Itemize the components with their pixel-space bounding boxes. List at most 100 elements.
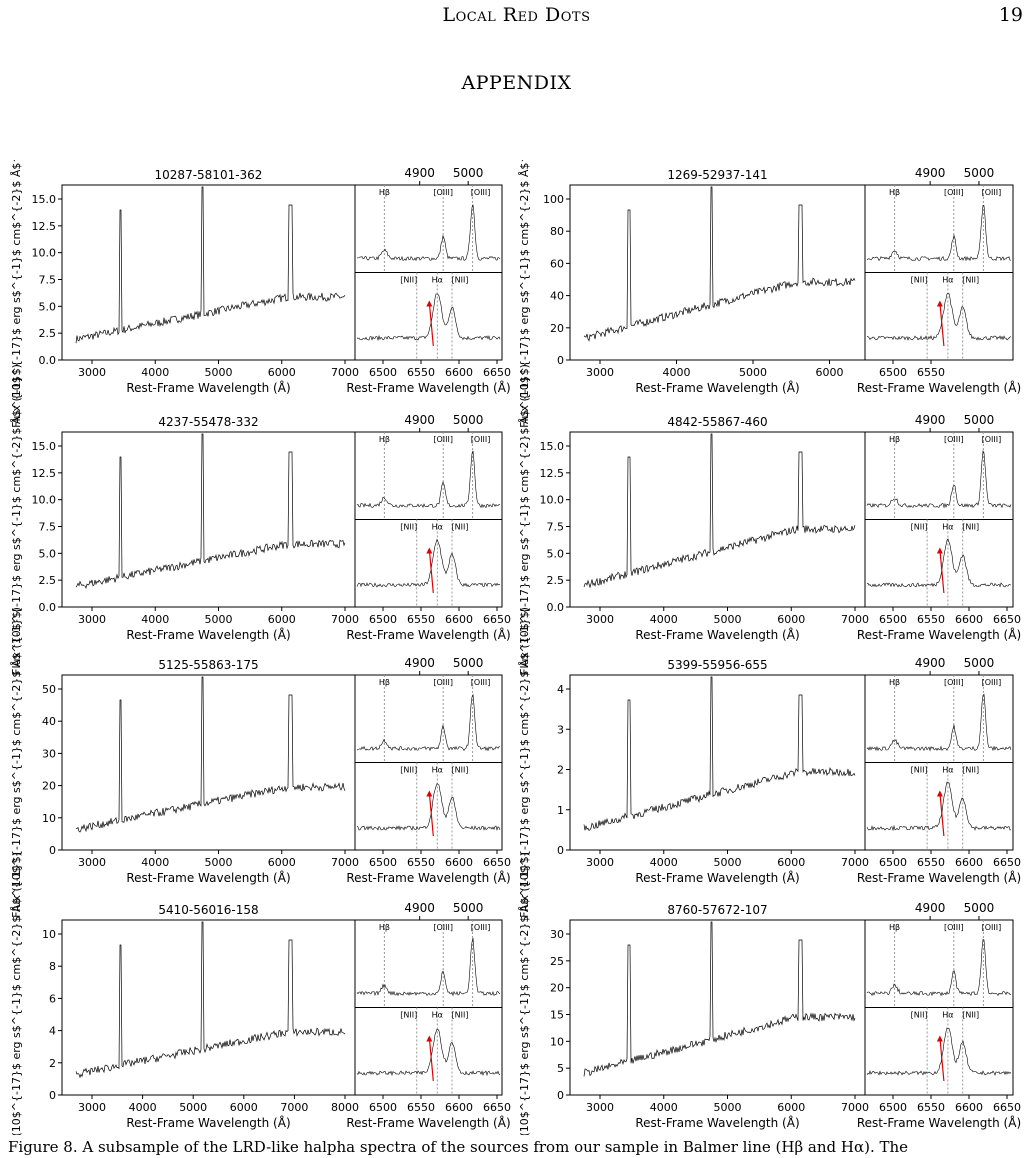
section-title: APPENDIX [461, 72, 572, 94]
y-tick-label: 2.5 [39, 574, 57, 587]
halpha-inset-frame [354, 519, 503, 608]
nii-label: [NII] [400, 766, 417, 775]
halpha-label: Hα [432, 523, 443, 532]
x-axis-label: Rest-Frame Wavelength (Å) [126, 1115, 290, 1130]
x-tick-label: 3000 [586, 613, 614, 626]
x-tick-label: 3000 [78, 856, 106, 869]
halpha-inset-frame [864, 272, 1014, 361]
halpha-label: Hα [432, 1011, 443, 1020]
y-tick-label: 20 [550, 982, 564, 995]
y-tick-label: 7.5 [547, 521, 565, 534]
red-arrow-head [426, 790, 433, 797]
y-axis-label: Flux (10$^{-17}$ erg s$^{-1}$ cm$^{-2}$ … [518, 607, 531, 918]
x-tick-label: 7000 [331, 366, 359, 379]
main-plot-frame [569, 184, 866, 361]
y-tick-label: 20 [550, 322, 564, 335]
y-tick-label: 2 [557, 764, 564, 777]
red-arrow-head [426, 1035, 433, 1042]
spectrum-panel: 5125-55863-175 0 10 20 30 40 50 3000 4000 5000 600… [10, 607, 511, 918]
inset-x-tick-label: 6550 [917, 1101, 945, 1114]
x-tick-label: 5000 [205, 366, 233, 379]
halpha-inset-trace [866, 1027, 1012, 1076]
main-plot-frame [61, 431, 356, 608]
y-tick-label: 0.0 [39, 354, 57, 367]
x-tick-label: 4000 [663, 366, 691, 379]
spectrum-panel: 1269-52937-141 0 20 40 60 80 100 3000 4000 5000 60… [518, 160, 1021, 428]
hbeta-inset-trace [866, 939, 1012, 997]
halpha-label: Hα [942, 523, 953, 532]
nii-label: [NII] [400, 523, 417, 532]
inset-x-tick-label: 6500 [879, 613, 907, 626]
y-tick-label: 2 [49, 1057, 56, 1070]
x-axis-label: Rest-Frame Wavelength (Å) [635, 870, 799, 885]
oiii-label: [OIII] [433, 435, 453, 444]
inset-top-tick-label: 5000 [964, 413, 995, 427]
y-tick-label: 2.5 [39, 327, 57, 340]
x-tick-label: 4000 [650, 613, 678, 626]
inset-x-tick-label: 6600 [445, 613, 473, 626]
inset-x-axis-label: Rest-Frame Wavelength (Å) [346, 1115, 510, 1130]
inset-x-tick-label: 6500 [369, 1101, 397, 1114]
inset-top-tick-label: 4900 [915, 166, 946, 180]
nii-label: [NII] [962, 766, 979, 775]
x-tick-label: 3000 [586, 366, 614, 379]
halpha-inset-frame [864, 519, 1014, 608]
oiii-label: [OIII] [433, 923, 453, 932]
inset-x-tick-label: 6550 [917, 366, 945, 379]
halpha-inset-frame [354, 1007, 503, 1096]
x-tick-label: 6000 [777, 1101, 805, 1114]
inset-x-axis-label: Rest-Frame Wavelength (Å) [346, 870, 510, 885]
x-tick-label: 4000 [650, 856, 678, 869]
x-tick-label: 5000 [714, 856, 742, 869]
y-tick-label: 4 [49, 1025, 56, 1038]
inset-x-axis-label: Rest-Frame Wavelength (Å) [857, 627, 1021, 642]
inset-x-axis-label: Rest-Frame Wavelength (Å) [857, 380, 1021, 395]
y-tick-label: 100 [543, 193, 564, 206]
inset-x-tick-label: 6650 [483, 366, 511, 379]
x-tick-label: 4000 [141, 613, 169, 626]
red-arrow-head [426, 300, 433, 307]
hbeta-inset-frame [354, 184, 503, 273]
red-arrow-head [936, 300, 943, 307]
y-tick-label: 6 [49, 992, 56, 1005]
nii-label: [NII] [911, 1011, 928, 1020]
y-tick-label: 5.0 [39, 547, 57, 560]
hbeta-label: Hβ [889, 435, 900, 444]
inset-x-tick-label: 6500 [879, 1101, 907, 1114]
hbeta-inset-trace [866, 450, 1012, 509]
x-tick-label: 5000 [179, 1101, 207, 1114]
y-tick-label: 4 [557, 683, 564, 696]
oiii-label: [OIII] [471, 678, 491, 687]
inset-x-tick-label: 6500 [369, 856, 397, 869]
x-tick-label: 6000 [268, 613, 296, 626]
hbeta-inset-frame [864, 919, 1014, 1008]
page-number: 19 [998, 4, 1023, 26]
inset-x-tick-label: 6500 [369, 366, 397, 379]
inset-top-tick-label: 5000 [964, 901, 995, 915]
x-tick-label: 7000 [331, 613, 359, 626]
y-tick-label: 10 [42, 928, 56, 941]
y-tick-label: 12.5 [32, 467, 57, 480]
inset-x-tick-label: 6650 [483, 613, 511, 626]
red-arrow [939, 792, 945, 837]
red-arrow-head [936, 790, 943, 797]
oiii-label: [OIII] [471, 435, 491, 444]
red-arrow [428, 549, 434, 594]
hbeta-label: Hβ [379, 923, 390, 932]
red-arrow-head [936, 1035, 943, 1042]
y-tick-label: 40 [42, 715, 56, 728]
x-tick-label: 3000 [586, 856, 614, 869]
y-tick-label: 15.0 [32, 193, 57, 206]
nii-label: [NII] [911, 276, 928, 285]
spectrum-trace [75, 433, 346, 590]
x-tick-label: 4000 [129, 1101, 157, 1114]
x-tick-label: 6000 [777, 856, 805, 869]
spectrum-trace [583, 186, 856, 342]
inset-x-tick-label: 6650 [993, 1101, 1021, 1114]
spectrum-panel: 4842-55867-460 0.0 2.5 5.0 7.5 10.0 12.5 15.0 30… [518, 364, 1021, 675]
hbeta-inset-trace [356, 204, 501, 262]
inset-x-tick-label: 6550 [407, 366, 435, 379]
inset-x-axis-label: Rest-Frame Wavelength (Å) [346, 627, 510, 642]
inset-x-tick-label: 6600 [955, 613, 983, 626]
x-tick-label: 3000 [586, 1101, 614, 1114]
